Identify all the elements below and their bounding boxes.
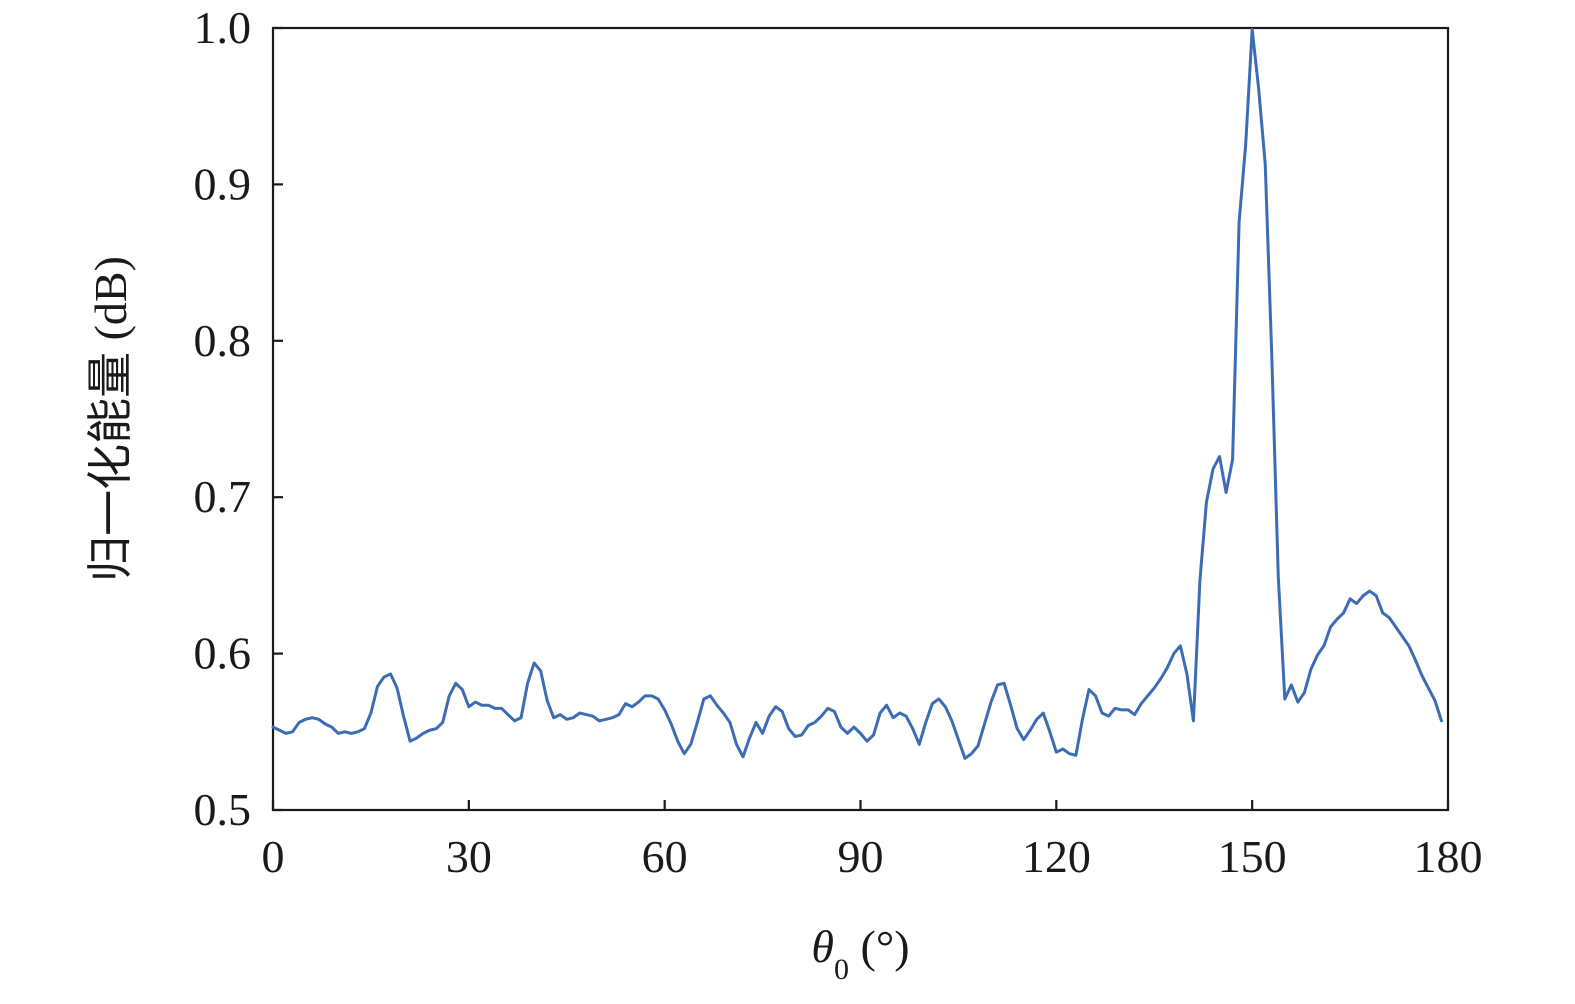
- y-tick-label: 0.6: [194, 628, 252, 679]
- x-axis-title: θ0 (°): [811, 921, 909, 986]
- x-axis-title-unit: (°): [849, 921, 910, 972]
- x-tick-label: 120: [1022, 831, 1091, 882]
- x-tick-label: 30: [446, 831, 492, 882]
- x-tick-label: 0: [262, 831, 285, 882]
- y-axis-title-group: 归一化能量 (dB): [85, 256, 136, 582]
- series-line: [271, 28, 1443, 760]
- y-tick-label: 0.9: [194, 158, 252, 209]
- x-tick-label: 60: [642, 831, 688, 882]
- x-axis-title-symbol: θ: [811, 921, 834, 972]
- y-tick-label: 1.0: [194, 2, 252, 53]
- x-axis-title-group: θ0 (°): [811, 921, 909, 986]
- x-tick-label: 180: [1414, 831, 1483, 882]
- x-tick-label: 150: [1218, 831, 1287, 882]
- x-tick-label: 90: [838, 831, 884, 882]
- axes-group: 0 30 60 90 120 150 180 0.5 0.6 0.7 0.8 0.9 1.0: [194, 2, 1483, 882]
- series-group: [271, 28, 1443, 760]
- x-axis-title-subscript: 0: [834, 953, 849, 986]
- y-tick-label: 0.7: [194, 471, 252, 522]
- y-tick-label: 0.5: [194, 784, 252, 835]
- y-tick-label: 0.8: [194, 315, 252, 366]
- y-axis-title: 归一化能量 (dB): [85, 256, 136, 582]
